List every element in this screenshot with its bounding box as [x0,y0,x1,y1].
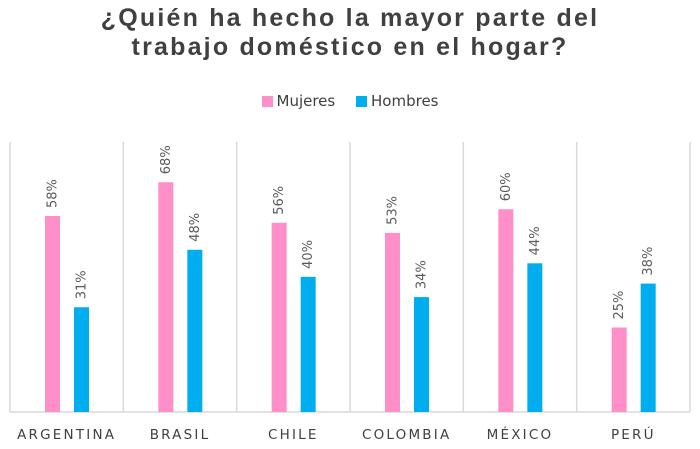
x-tick-label: MÉXICO [487,426,554,443]
data-label: 25% [612,291,627,320]
data-label: 58% [46,179,61,208]
legend-item-hombres: Hombres [356,92,439,110]
bar-hombres [414,297,429,412]
data-label: 31% [75,270,90,299]
x-tick-label: COLOMBIA [362,427,451,443]
x-tick-label: PERÚ [611,425,656,443]
data-label: 56% [272,186,287,215]
data-label: 53% [386,196,401,225]
chart-legend: Mujeres Hombres [0,92,700,111]
data-label: 40% [301,240,316,269]
bar-hombres [300,276,316,412]
data-label: 60% [499,172,514,201]
bar-mujeres [385,232,400,412]
legend-swatch-mujeres [261,95,273,107]
bar-hombres [527,263,543,412]
data-label: 44% [528,226,543,255]
data-label: 68% [159,145,174,174]
x-tick-label: BRASIL [150,427,211,443]
bar-hombres [640,283,656,412]
bar-mujeres [45,216,60,412]
data-label: 48% [188,213,203,242]
bar-mujeres [271,222,287,412]
legend-swatch-hombres [356,95,368,107]
bar-mujeres [498,209,514,412]
chart-title-line-2: trabajo doméstico en el hogar? [131,33,569,61]
x-tick-label: CHILE [268,427,319,443]
data-label: 34% [415,260,430,289]
chart-title: ¿Quién ha hecho la mayor parte del traba… [0,4,700,62]
x-tick-label: ARGENTINA [17,427,116,443]
legend-label-mujeres: Mujeres [276,92,336,110]
bar-mujeres [611,327,627,412]
bar-mujeres [158,182,174,412]
legend-label-hombres: Hombres [371,92,439,110]
bar-hombres [74,307,89,412]
chart-title-line-1: ¿Quién ha hecho la mayor parte del [100,4,600,32]
bar-hombres [187,249,203,412]
data-label: 38% [641,247,656,276]
legend-item-mujeres: Mujeres [261,92,336,110]
